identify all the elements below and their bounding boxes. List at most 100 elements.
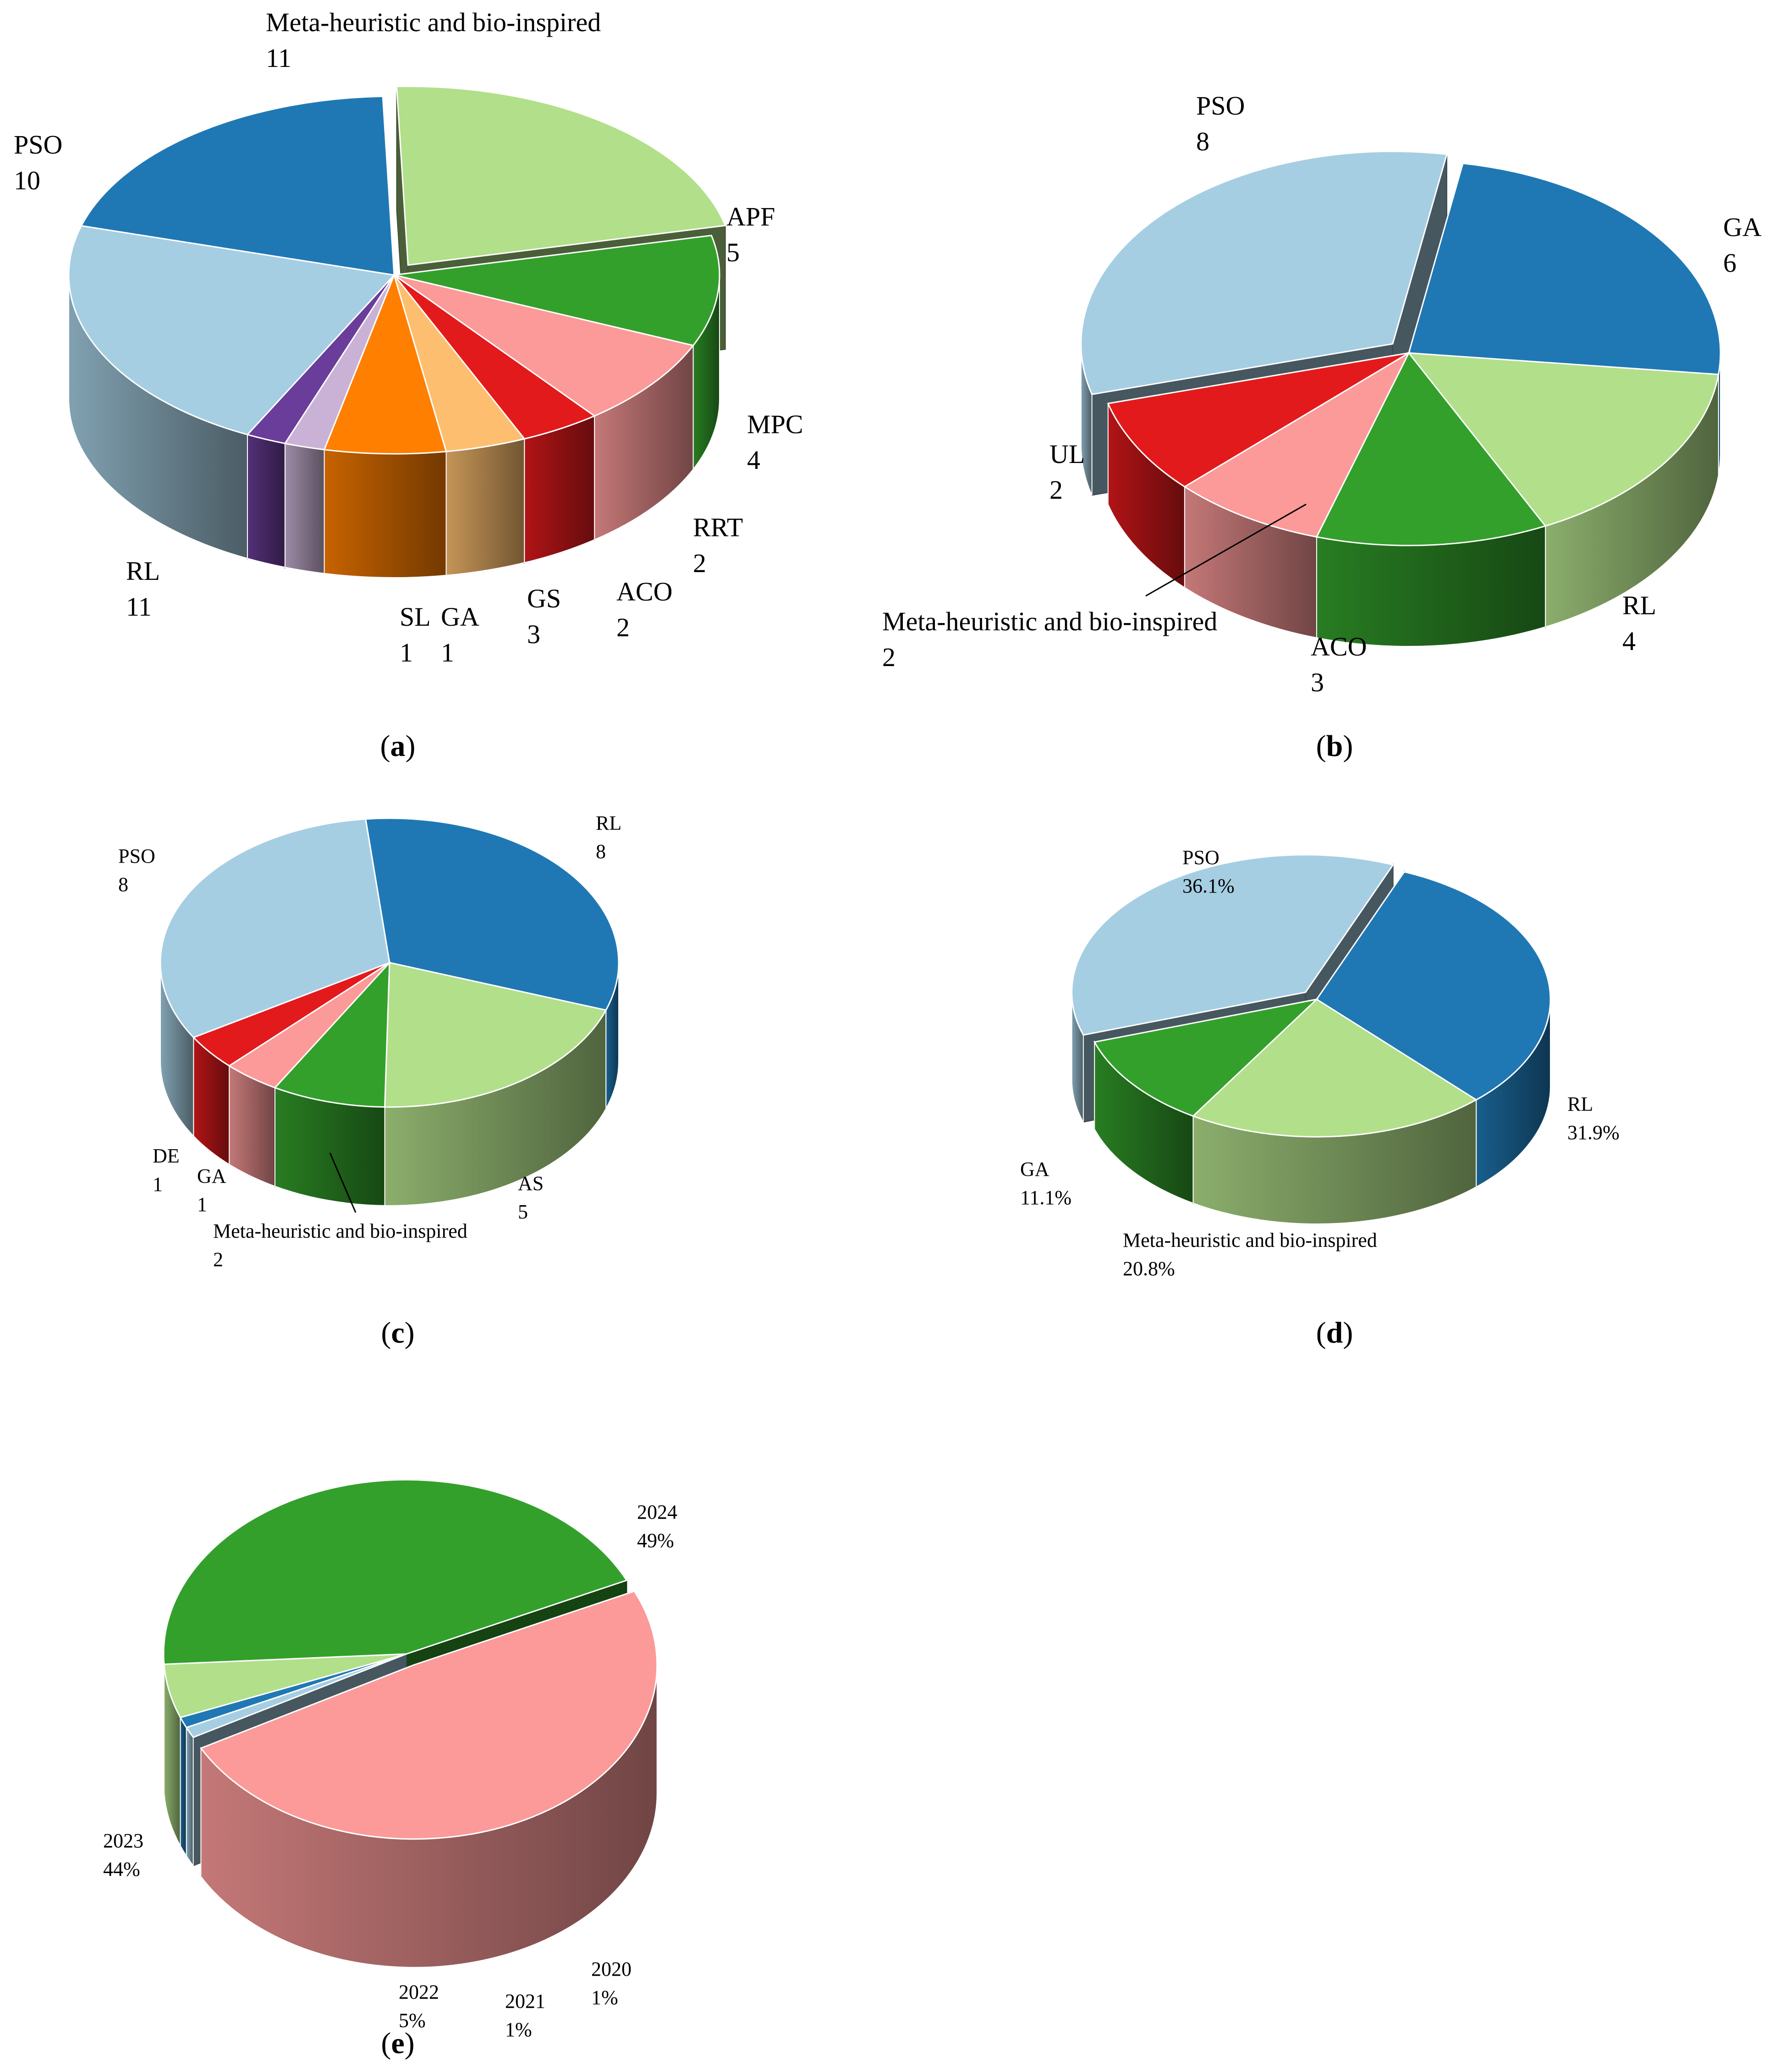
- pie-e-value-2024: 49%: [637, 1529, 674, 1552]
- pie-a-label-apf: APF: [726, 202, 775, 231]
- pie-b-label-pso: PSO: [1196, 91, 1245, 121]
- pie-e-label-2023: 2023: [103, 1830, 143, 1852]
- pie-e-label-2024: 2024: [637, 1501, 677, 1523]
- pie-e-side-2021: [180, 1717, 187, 1857]
- caption-a: (a): [380, 729, 416, 763]
- pie-d-value-meta-heuristic-and-bio-inspired: 20.8%: [1123, 1257, 1175, 1280]
- pie-a-slice-rrt: [393, 274, 596, 440]
- pie-e-slice-2022: [163, 1653, 407, 1719]
- pie-b-slice-ul: [1107, 352, 1409, 488]
- panel-c: RL 8 AS 5 Meta-heuristic and bio-inspired 2 GA…: [0, 798, 889, 1371]
- pie-b-value-aco: 3: [1311, 667, 1324, 697]
- pie-a-slice-meta-heuristic-and-bio-inspired: [396, 85, 726, 266]
- pie-b-label-aco: ACO: [1311, 632, 1367, 661]
- pie-e-tops: [163, 1479, 658, 1840]
- pie-e-slice-2023: [163, 1479, 628, 1665]
- pie-c-slice-meta-heuristic-and-bio-inspired: [274, 960, 390, 1108]
- pie-e-value-2023: 44%: [103, 1858, 140, 1880]
- pie-d-label-rl: RL: [1567, 1093, 1593, 1115]
- pie-d-value-pso: 36.1%: [1182, 875, 1235, 897]
- pie-b-slice-aco: [1315, 352, 1547, 546]
- pie-a-tops: [68, 85, 726, 455]
- pie-b-leader-meta-heuristic-and-bio-inspired: [1145, 503, 1307, 597]
- pie-e-value-2022: 5%: [399, 2009, 426, 2032]
- pie-b-value-ga: 6: [1723, 248, 1736, 278]
- pie-b-tops: [1080, 150, 1721, 546]
- pie-c-label-ga: GA: [197, 1165, 226, 1187]
- pie-a-svg: Meta-heuristic and bio-inspired 11 APF 5 MPC…: [14, 7, 803, 667]
- pie-a-value-meta-heuristic-and-bio-inspired: 11: [266, 43, 291, 73]
- pie-d-slice-ga: [1093, 998, 1319, 1117]
- pie-a-label-gs: GS: [527, 584, 561, 613]
- pie-a-side-aco: [445, 438, 525, 576]
- pie-d-label-pso: PSO: [1182, 846, 1220, 869]
- pie-b-slice-ga: [1408, 162, 1721, 375]
- pie-c-value-meta-heuristic-and-bio-inspired: 2: [213, 1248, 223, 1271]
- pie-a-label-rrt: RRT: [693, 512, 743, 542]
- pie-a-value-sl: 1: [400, 638, 413, 667]
- pie-a-label-meta-heuristic-and-bio-inspired: Meta-heuristic and bio-inspired: [266, 7, 601, 37]
- pie-a-value-rrt: 2: [693, 548, 706, 578]
- pie-a-value-rl: 11: [126, 592, 152, 622]
- pie-c-label-as: AS: [518, 1172, 544, 1195]
- caption-d: (d): [1316, 1316, 1353, 1350]
- pie-b-value-meta-heuristic-and-bio-inspired: 2: [882, 642, 895, 672]
- pie-b-label-rl: RL: [1622, 590, 1656, 620]
- pie-e-value-2020: 1%: [591, 1986, 618, 2009]
- pie-d-labels: RL 31.9% Meta-heuristic and bio-inspired 20…: [1020, 846, 1620, 1280]
- caption-a-letter: a: [390, 729, 406, 763]
- pie-b-value-pso: 8: [1196, 127, 1209, 156]
- pie-b-value-rl: 4: [1622, 626, 1636, 656]
- pie-a-label-aco: ACO: [616, 577, 672, 606]
- caption-b-letter: b: [1326, 729, 1343, 763]
- pie-e-side-2020: [186, 1726, 194, 1867]
- caption-e: (e): [381, 2027, 415, 2060]
- pie-b-label-ga: GA: [1723, 212, 1762, 242]
- pie-b-slice-meta-heuristic-and-bio-inspired: [1183, 351, 1411, 538]
- pie-e-svg: 2024 49% 2020 1% 2021 1% 2022 5% 2023 44%: [103, 1479, 677, 2041]
- pie-d-label-meta-heuristic-and-bio-inspired: Meta-heuristic and bio-inspired: [1123, 1229, 1377, 1251]
- pie-d-label-ga: GA: [1020, 1158, 1049, 1180]
- pie-a-side-ga: [284, 443, 325, 574]
- pie-a-value-apf: 5: [726, 237, 740, 267]
- pie-c-svg: RL 8 AS 5 Meta-heuristic and bio-inspired 2 GA…: [118, 812, 621, 1271]
- caption-b: (b): [1316, 729, 1353, 763]
- pie-a-label-sl: SL: [400, 602, 431, 632]
- pie-d-value-ga: 11.1%: [1020, 1186, 1071, 1209]
- pie-a-label-mpc: MPC: [747, 409, 803, 439]
- pie-c-value-rl: 8: [596, 840, 606, 863]
- pie-c-leader-meta-heuristic-and-bio-inspired: [329, 1152, 357, 1213]
- pie-a-slice-pso: [80, 95, 395, 276]
- pie-d-svg: RL 31.9% Meta-heuristic and bio-inspired 20…: [1020, 846, 1620, 1280]
- pie-c-value-de: 1: [153, 1173, 163, 1196]
- panel-a: Meta-heuristic and bio-inspired 11 APF 5 MPC…: [0, 0, 889, 779]
- panel-e: 2024 49% 2020 1% 2021 1% 2022 5% 2023 44%: [0, 1421, 889, 2072]
- pie-b-label-ul: UL: [1049, 439, 1085, 469]
- pie-c-tops: [159, 817, 620, 1108]
- pie-b-slice-pso: [1080, 150, 1448, 395]
- pie-b-value-ul: 2: [1049, 475, 1063, 505]
- pie-a-slice-mpc: [394, 274, 695, 417]
- pie-b-slice-rl: [1407, 352, 1720, 527]
- pie-a-label-rl: RL: [126, 556, 160, 586]
- caption-c-letter: c: [391, 1316, 405, 1350]
- pie-e-value-2021: 1%: [505, 2018, 532, 2041]
- caption-e-letter: e: [391, 2027, 405, 2060]
- pie-a-value-ga: 1: [441, 638, 454, 667]
- pie-b-labels: GA 6 RL 4 ACO 3 Meta-heuristic and bio-inspire…: [882, 91, 1762, 697]
- pie-d-value-rl: 31.9%: [1567, 1121, 1620, 1144]
- pie-d-tops: [1071, 854, 1551, 1138]
- pie-b-svg: GA 6 RL 4 ACO 3 Meta-heuristic and bio-inspire…: [882, 91, 1762, 697]
- pie-c-slice-as: [384, 962, 607, 1108]
- pie-c-label-pso: PSO: [118, 845, 155, 867]
- caption-c: (c): [381, 1316, 415, 1350]
- pie-a-slice-rl: [68, 225, 396, 435]
- pie-a-slice-aco: [393, 275, 526, 452]
- pie-a-labels: Meta-heuristic and bio-inspired 11 APF 5 MPC…: [14, 7, 803, 667]
- pie-c-value-as: 5: [518, 1201, 528, 1223]
- pie-e-label-2020: 2020: [591, 1958, 632, 1980]
- panel-d: RL 31.9% Meta-heuristic and bio-inspired 20…: [889, 798, 1780, 1371]
- pie-a-value-aco: 2: [616, 612, 630, 642]
- pie-a-value-gs: 3: [527, 619, 540, 649]
